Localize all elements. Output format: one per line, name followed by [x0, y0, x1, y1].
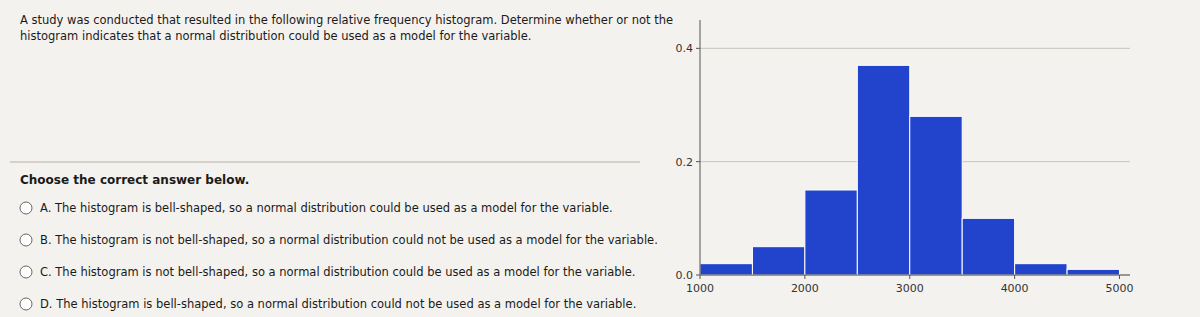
grid-line	[700, 48, 1130, 49]
bar	[752, 247, 804, 275]
x-axis	[700, 275, 1130, 276]
x-tick	[700, 275, 701, 279]
histogram: 0.0 0.2 0.4 1000 2000 3000 4000 5000	[676, 20, 1134, 295]
x-tick-label: 1000	[686, 282, 714, 295]
page: A study was conducted that resulted in t…	[0, 0, 1200, 317]
y-tick	[696, 161, 700, 162]
y-tick	[696, 48, 700, 49]
bar	[1067, 269, 1119, 275]
radio-button[interactable]	[20, 266, 32, 278]
radio-button[interactable]	[20, 298, 32, 310]
bar	[910, 116, 962, 275]
radio-button[interactable]	[20, 234, 32, 246]
grid-line	[700, 275, 1130, 276]
x-tick-label: 5000	[1106, 282, 1134, 295]
x-tick	[909, 275, 910, 279]
x-tick	[804, 275, 805, 279]
bar	[805, 190, 857, 275]
answer-option[interactable]: D. The histogram is bell-shaped, so a no…	[40, 297, 636, 311]
x-tick-label: 3000	[896, 282, 924, 295]
divider	[10, 162, 640, 163]
answer-option[interactable]: B. The histogram is not bell-shaped, so …	[40, 233, 658, 247]
y-tick-label: 0.2	[676, 156, 694, 169]
bar	[962, 218, 1014, 275]
x-tick-label: 4000	[1001, 282, 1029, 295]
bar	[700, 264, 752, 275]
x-tick	[1014, 275, 1015, 279]
bars	[700, 65, 1120, 275]
y-axis	[700, 20, 701, 275]
x-tick	[1119, 275, 1120, 279]
title: A study was conducted that resulted in t…	[20, 13, 673, 43]
y-tick-label: 0.4	[676, 42, 694, 55]
radio-button[interactable]	[20, 202, 32, 214]
answer-option[interactable]: C. The histogram is not bell-shaped, so …	[40, 265, 635, 279]
title-line: histogram indicates that a normal distri…	[20, 29, 531, 43]
bar	[857, 65, 909, 275]
y-tick-label: 0.0	[676, 269, 694, 282]
bar	[1015, 264, 1067, 275]
x-tick-label: 2000	[791, 282, 819, 295]
background	[0, 0, 1200, 317]
subtitle: Choose the correct answer below.	[20, 173, 249, 187]
y-tick	[696, 275, 700, 276]
title-line: A study was conducted that resulted in t…	[20, 13, 673, 27]
answer-option[interactable]: A. The histogram is bell-shaped, so a no…	[40, 201, 613, 215]
